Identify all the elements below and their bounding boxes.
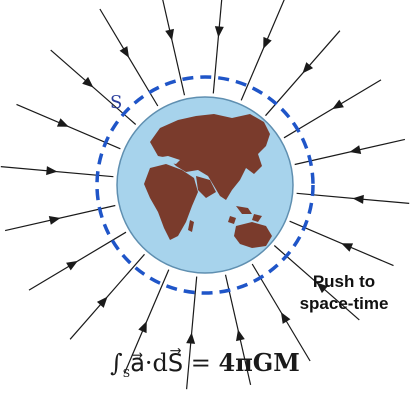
mediterranean-sea (156, 156, 180, 164)
field-arrow-icon (316, 282, 328, 294)
field-arrow-icon (349, 145, 362, 154)
gauss-law-equation: ∫Sa⃗·dS⃗ = 4πGM (0, 348, 410, 380)
field-arrow-icon (119, 46, 130, 58)
field-line (240, 0, 285, 101)
earth-globe (116, 96, 294, 274)
arabia-landmass (196, 176, 216, 198)
field-arrow-icon (332, 99, 344, 110)
field-arrow-icon (66, 260, 78, 271)
field-arrow-icon (138, 321, 147, 334)
islands-landmass (228, 206, 262, 224)
madagascar-landmass (188, 220, 194, 232)
equation-body: a⃗·dS⃗ = (130, 349, 219, 377)
africa-landmass (144, 164, 198, 240)
field-arrow-icon (214, 26, 224, 38)
field-arrow-icon (236, 329, 245, 342)
field-arrow-icon (46, 166, 58, 176)
equation-rhs: 4πGM (218, 348, 300, 377)
field-arrow-icon (352, 194, 364, 204)
field-arrow-icon (302, 62, 314, 74)
callout-line-1: Push to (312, 272, 376, 291)
eurasia-landmass (150, 114, 270, 200)
field-arrow-icon (341, 243, 354, 252)
callout-line-2: space-time (299, 294, 389, 313)
field-arrow-icon (96, 296, 108, 308)
australia-landmass (234, 222, 272, 248)
gaussian-surface (95, 75, 315, 295)
field-arrow-icon (280, 312, 291, 324)
field-arrow-icon (263, 36, 272, 49)
field-arrow-icon (186, 332, 196, 344)
field-arrow-icon (56, 118, 69, 127)
surface-label: S (110, 92, 123, 113)
push-to-spacetime-callout: Push to space-time (282, 271, 406, 315)
field-arrow-icon (165, 28, 174, 41)
field-arrow-icon (48, 216, 61, 225)
field-arrow-icon (82, 76, 94, 88)
integral-subscript: S (122, 366, 131, 380)
integral-sign: ∫ (110, 349, 123, 377)
